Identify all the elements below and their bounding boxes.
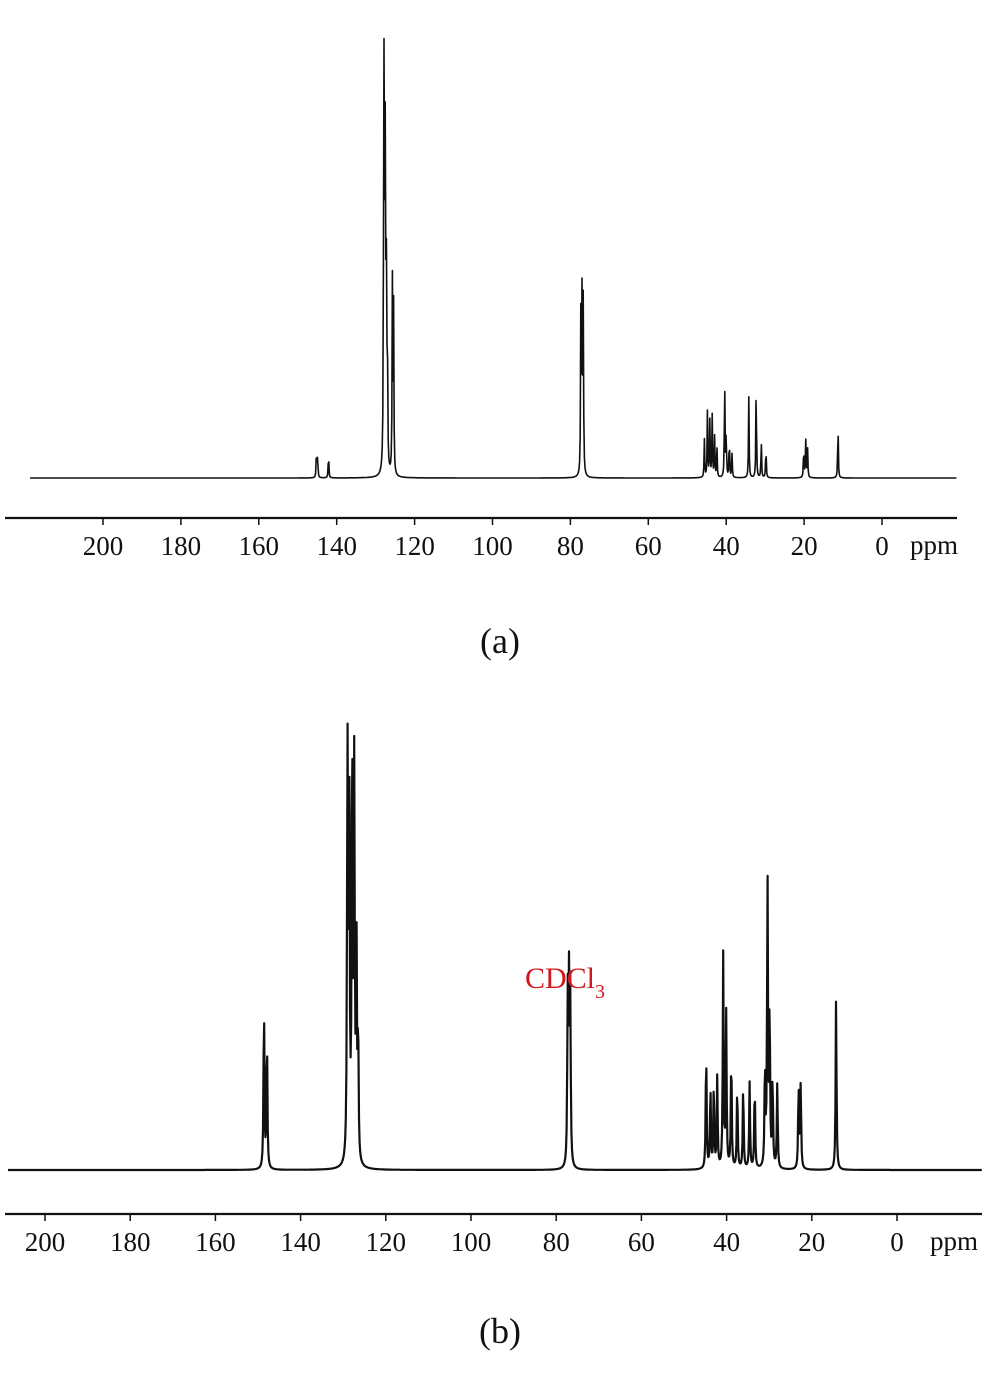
x-tick-label-a-120: 120 — [394, 531, 435, 561]
panel-caption-b: (b) — [479, 1311, 521, 1351]
x-tick-label-a-200: 200 — [83, 531, 124, 561]
x-tick-label-a-160: 160 — [239, 531, 280, 561]
solvent-annotation-text: CDCl — [525, 962, 595, 995]
x-tick-label-a-40: 40 — [713, 531, 740, 561]
solvent-annotation: CDCl3 — [525, 962, 605, 1003]
x-tick-label-b-100: 100 — [451, 1227, 492, 1257]
spectrum-panel-b: 200 180 160 140 120 100 80 60 40 20 0 ppm CDCl3 (b… — [0, 690, 1000, 1374]
spectrum-trace-a — [29, 37, 957, 479]
spectrum-trace-b — [7, 722, 983, 1172]
x-tick-label-b-20: 20 — [798, 1227, 825, 1257]
x-tick-label-a-140: 140 — [316, 531, 357, 561]
x-tick-label-b-160: 160 — [195, 1227, 236, 1257]
x-tick-label-a-80: 80 — [557, 531, 584, 561]
x-tick-label-a-20: 20 — [791, 531, 818, 561]
x-axis-ticks-b: 200 180 160 140 120 100 80 60 40 20 0 — [25, 1214, 904, 1257]
x-tick-label-b-0: 0 — [890, 1227, 904, 1257]
x-tick-label-b-60: 60 — [628, 1227, 655, 1257]
x-tick-label-a-0: 0 — [875, 531, 889, 561]
x-tick-label-b-120: 120 — [366, 1227, 407, 1257]
x-tick-label-b-200: 200 — [25, 1227, 66, 1257]
x-axis-unit-b: ppm — [930, 1226, 978, 1256]
x-tick-label-a-60: 60 — [635, 531, 662, 561]
x-axis-ticks-a: 200 180 160 140 120 100 80 60 40 20 0 — [83, 518, 889, 561]
panel-caption-a: (a) — [480, 621, 520, 661]
spectrum-panel-a: 200 180 160 140 120 100 80 60 40 20 0 ppm (a) — [5, 37, 958, 661]
x-tick-label-b-140: 140 — [280, 1227, 321, 1257]
x-tick-label-a-100: 100 — [472, 531, 513, 561]
x-tick-label-b-80: 80 — [543, 1227, 570, 1257]
x-tick-label-b-180: 180 — [110, 1227, 151, 1257]
x-tick-label-a-180: 180 — [161, 531, 202, 561]
solvent-annotation-subscript: 3 — [595, 981, 605, 1003]
x-tick-label-b-40: 40 — [713, 1227, 740, 1257]
spectrum-b-plot: 200 180 160 140 120 100 80 60 40 20 0 ppm CDCl3 — [5, 722, 983, 1257]
spectrum-a-plot: 200 180 160 140 120 100 80 60 40 20 0 ppm — [5, 37, 958, 561]
x-axis-unit-a: ppm — [910, 530, 958, 560]
